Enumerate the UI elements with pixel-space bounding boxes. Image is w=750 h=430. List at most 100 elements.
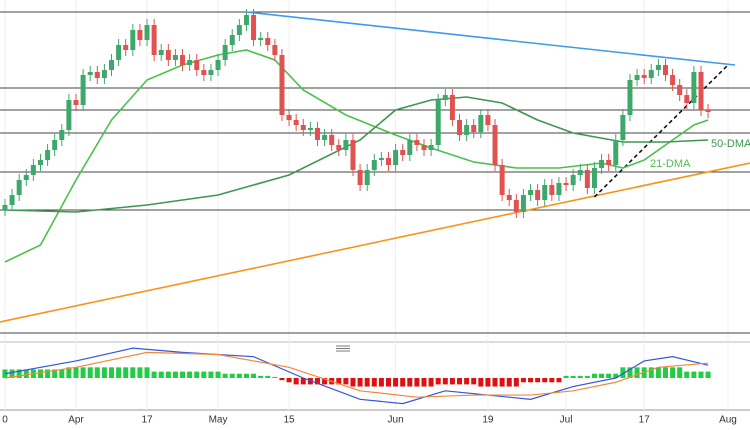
candle-body xyxy=(442,95,448,100)
candle-body xyxy=(165,50,171,60)
macd-bar xyxy=(464,378,470,385)
macd-bar xyxy=(9,369,15,378)
candle-body xyxy=(201,70,207,75)
macd-bar xyxy=(300,378,306,385)
moving-average xyxy=(4,49,709,263)
macd-bar xyxy=(584,375,590,378)
macd-bar xyxy=(158,371,164,378)
candle-body xyxy=(236,25,242,35)
candle-body xyxy=(350,140,356,170)
macd-bar xyxy=(485,378,491,387)
macd-bar xyxy=(400,378,406,387)
macd-bar xyxy=(563,375,569,378)
macd-bar xyxy=(549,378,555,383)
candle-body xyxy=(506,195,512,200)
candle-body xyxy=(677,85,683,95)
x-tick-label: May xyxy=(209,415,228,426)
macd-bar xyxy=(655,367,661,378)
candle-body xyxy=(329,135,335,145)
macd-bar xyxy=(286,378,292,383)
macd-bar xyxy=(187,371,193,378)
macd-bar xyxy=(407,378,413,387)
x-tick-label: Aug xyxy=(719,415,737,426)
x-tick-label: 0 xyxy=(2,415,8,426)
candle-body xyxy=(94,72,100,78)
candle-body xyxy=(577,170,583,175)
macd-bar xyxy=(180,371,186,378)
candle-body xyxy=(59,130,65,140)
x-tick-label: Apr xyxy=(68,415,84,426)
macd-bar xyxy=(279,378,285,381)
candle-body xyxy=(180,55,186,65)
candle-body xyxy=(627,80,633,115)
macd-bar xyxy=(435,378,441,385)
macd-bar xyxy=(535,378,541,383)
macd-bar xyxy=(478,378,484,387)
candle-body xyxy=(52,140,58,150)
candle-body xyxy=(705,110,711,112)
macd-bar xyxy=(520,378,526,383)
candle-body xyxy=(535,190,541,200)
macd-bar xyxy=(705,371,711,378)
macd-bar xyxy=(123,367,129,378)
macd-bar xyxy=(570,375,576,378)
moving-average xyxy=(4,96,709,213)
macd-bar xyxy=(414,378,420,387)
candle-body xyxy=(591,168,597,188)
candle-body xyxy=(670,75,676,85)
macd-bar xyxy=(577,375,583,378)
candle-body xyxy=(314,128,320,140)
candle-body xyxy=(520,195,526,212)
macd-bar xyxy=(37,369,43,378)
line-label: 50-DMA xyxy=(711,138,750,150)
macd-bar xyxy=(343,378,349,385)
candle-body xyxy=(684,95,690,103)
macd-bar xyxy=(385,378,391,387)
macd-bar xyxy=(627,367,633,378)
candle-body xyxy=(123,45,129,50)
candle-body xyxy=(691,72,697,103)
macd-bar xyxy=(45,369,51,378)
macd-bar xyxy=(393,378,399,387)
macd-bar xyxy=(94,367,100,378)
candle-body xyxy=(194,60,200,70)
macd-bar xyxy=(471,378,477,385)
candle-body xyxy=(357,170,363,185)
candle-body xyxy=(556,183,562,195)
macd-bar xyxy=(599,373,605,378)
macd-bar xyxy=(513,378,519,387)
candle-body xyxy=(478,115,484,132)
candle-body xyxy=(2,205,8,210)
macd-bar xyxy=(634,367,640,378)
macd-bar xyxy=(243,373,249,378)
macd-bar xyxy=(208,371,214,378)
candle-body xyxy=(286,115,292,120)
candle-body xyxy=(279,55,285,115)
candle-body xyxy=(513,200,519,212)
candle-body xyxy=(641,75,647,78)
candle-body xyxy=(378,158,384,160)
macd-bar xyxy=(222,373,228,378)
macd-bar xyxy=(16,369,22,378)
candle-body xyxy=(187,60,193,65)
macd-bar xyxy=(258,375,264,378)
macd-bar xyxy=(144,367,150,378)
macd-bar xyxy=(201,371,207,378)
macd-bar xyxy=(101,367,107,378)
candle-body xyxy=(272,45,278,55)
candle-body xyxy=(584,170,590,188)
candle-body xyxy=(265,38,271,45)
macd-bar xyxy=(378,378,384,387)
candle-body xyxy=(449,95,455,120)
macd-bar xyxy=(613,373,619,378)
line-label: 21-DMA xyxy=(650,158,691,170)
macd-bar xyxy=(421,378,427,387)
macd-bar xyxy=(677,367,683,378)
macd-bar xyxy=(272,376,278,378)
candle-body xyxy=(9,195,15,205)
candle-body xyxy=(613,140,619,165)
candle-body xyxy=(435,100,441,145)
macd-bar xyxy=(165,371,171,378)
candle-body xyxy=(385,158,391,165)
